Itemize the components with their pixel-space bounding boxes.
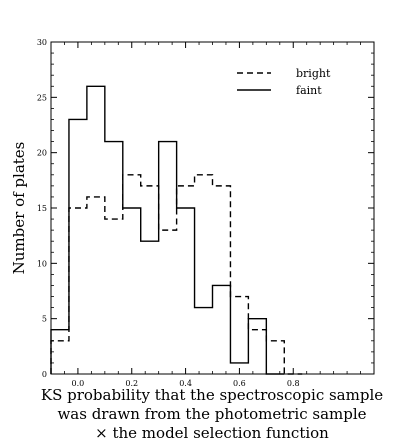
x-tick-label: 0.2 [125,379,138,388]
legend-bright-label: bright [296,67,331,80]
y-tick-label: 5 [42,315,47,324]
x-axis-title-line-1: KS probability that the spectroscopic sa… [41,386,383,404]
x-tick-label: 0.0 [72,379,85,388]
x-tick-label: 0.8 [287,379,300,388]
y-tick-label: 20 [37,149,47,158]
y-tick-label: 30 [37,38,47,47]
legend-faint-label: faint [296,84,322,97]
y-tick-label: 15 [37,204,47,213]
plot-area-frame [50,41,375,375]
axis-tick-labels: 0.0 0.2 0.4 0.6 0.8 0 5 10 15 20 25 30 [37,38,300,388]
y-tick-label: 25 [37,93,47,102]
x-axis-title-line-3: × the model selection function [95,424,329,442]
legend: bright faint [237,67,331,97]
x-axis-title-line-2: was drawn from the photometric sample [57,405,366,423]
y-tick-label: 10 [37,259,47,268]
x-tick-label: 0.4 [179,379,192,388]
series-faint-step-line [50,85,285,375]
y-axis-title: Number of plates [10,142,28,275]
series-bright-step-line [50,174,303,375]
series-layer [50,85,303,375]
axis-ticks [50,41,375,375]
y-tick-label: 0 [42,370,47,379]
x-tick-label: 0.6 [233,379,246,388]
